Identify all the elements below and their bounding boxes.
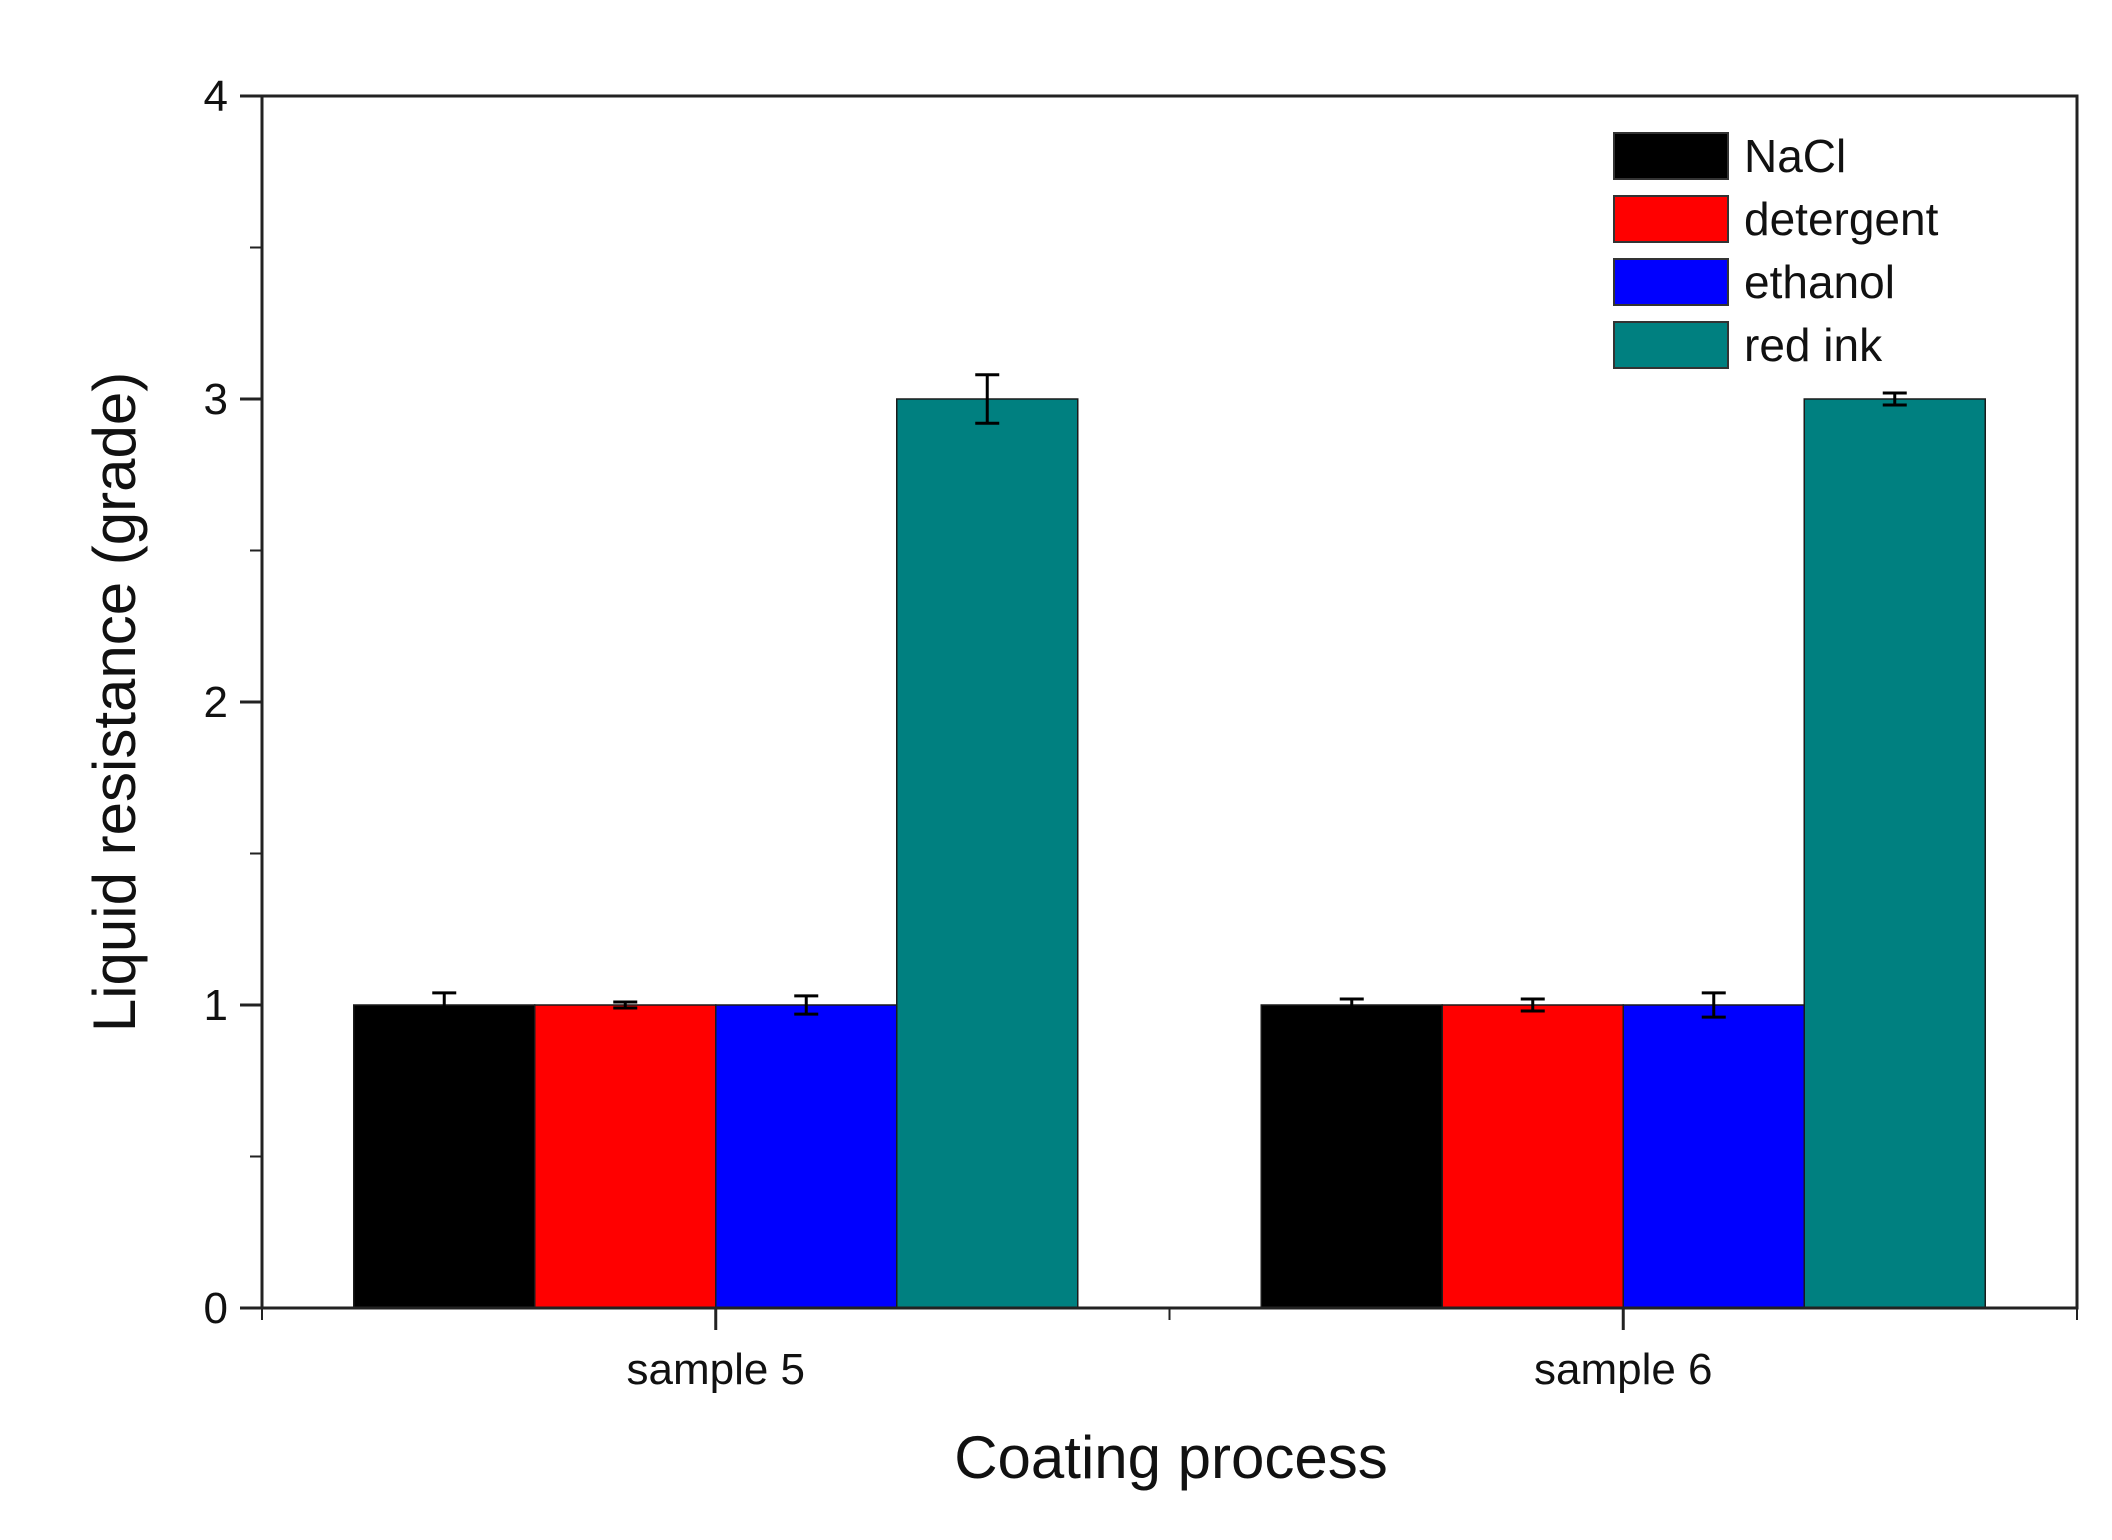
error-bars-layer <box>432 373 1907 1019</box>
x-axis-title: Coating process <box>954 1424 1388 1491</box>
legend-swatch-ethanol <box>1613 258 1729 306</box>
legend-swatch-red-ink <box>1613 321 1729 369</box>
bar-red-ink-sample-5 <box>896 398 1079 1309</box>
legend-swatch-nacl <box>1613 132 1729 180</box>
axes-layer: sample 5 sample 6 0 1 2 3 4 <box>204 72 2078 1394</box>
legend-label-ethanol: ethanol <box>1744 256 1895 308</box>
error-bar-ethanol-sample-6 <box>1701 991 1726 1019</box>
legend-swatch-detergent <box>1613 195 1729 243</box>
y-tick-label-0: 0 <box>204 1284 228 1333</box>
error-bar-red-ink-sample-6 <box>1882 391 1907 407</box>
bar-detergent-sample-5 <box>534 1004 717 1309</box>
y-tick-label-3: 3 <box>204 375 228 424</box>
bar-ethanol-sample-6 <box>1622 1004 1805 1309</box>
legend: NaCl detergent ethanol red ink <box>1613 130 1939 371</box>
error-bar-ethanol-sample-5 <box>794 994 819 1016</box>
error-bar-detergent-sample-5 <box>613 1000 638 1010</box>
bar-red-ink-sample-6 <box>1803 398 1986 1309</box>
error-bar-red-ink-sample-5 <box>975 373 1000 425</box>
error-bar-nacl-sample-5 <box>432 991 457 1019</box>
bar-nacl-sample-6 <box>1260 1004 1443 1309</box>
x-tick-label-sample-5: sample 5 <box>626 1345 805 1394</box>
legend-label-nacl: NaCl <box>1744 130 1846 182</box>
error-bar-detergent-sample-6 <box>1520 997 1545 1013</box>
x-tick-label-sample-6: sample 6 <box>1534 1345 1713 1394</box>
bar-nacl-sample-5 <box>353 1004 536 1309</box>
legend-label-detergent: detergent <box>1744 193 1939 245</box>
legend-label-red-ink: red ink <box>1744 319 1883 371</box>
error-bar-nacl-sample-6 <box>1339 997 1364 1013</box>
y-axis-title: Liquid resistance (grade) <box>81 372 148 1032</box>
bar-ethanol-sample-5 <box>715 1004 898 1309</box>
bars-layer <box>353 398 1986 1309</box>
y-tick-label-2: 2 <box>204 678 228 727</box>
bar-detergent-sample-6 <box>1441 1004 1624 1309</box>
y-tick-label-4: 4 <box>204 72 228 121</box>
y-tick-label-1: 1 <box>204 981 228 1030</box>
